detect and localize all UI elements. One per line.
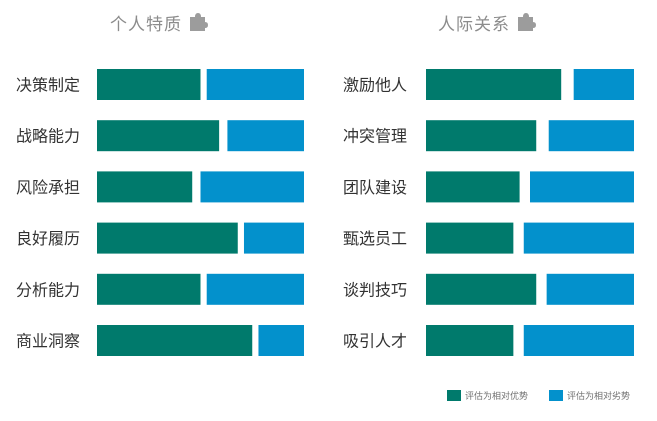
right-category-label: 谈判技巧 [343, 280, 407, 299]
right-bar-weakness [523, 222, 634, 254]
left-bar-weakness [258, 325, 304, 356]
left-bar-strength [97, 69, 201, 100]
left-category-label: 决策制定 [16, 76, 80, 95]
right-category-label: 冲突管理 [343, 127, 407, 146]
legend-weakness: 评估为相对劣势 [549, 389, 630, 402]
right-bar-weakness [548, 120, 634, 152]
puzzle-piece-icon [190, 13, 208, 31]
right-bar-weakness [573, 69, 634, 100]
right-panel-title: 人际关系 [438, 8, 536, 36]
right-category-label: 团队建设 [343, 178, 407, 197]
legend-weakness-swatch [549, 390, 563, 401]
legend-strength-swatch [447, 390, 461, 401]
puzzle-piece-icon [518, 13, 536, 31]
left-panel-title: 个人特质 [110, 8, 208, 36]
legend-strength-label: 评估为相对优势 [465, 392, 529, 402]
left-panel-title-text: 个人特质 [110, 14, 182, 35]
right-category-label: 甄选员工 [343, 229, 407, 248]
left-bar-strength [97, 222, 238, 254]
right-category-label: 激励他人 [343, 76, 407, 95]
right-bar-weakness [546, 273, 634, 305]
legend-strength: 评估为相对优势 [447, 389, 528, 402]
legend-weakness-label: 评估为相对劣势 [567, 392, 631, 402]
left-bar-strength [97, 325, 253, 356]
right-bar-weakness [530, 171, 634, 203]
left-bar-weakness [206, 273, 304, 305]
left-bar-strength [97, 273, 201, 305]
right-bar-strength [426, 69, 562, 100]
right-bar-weakness [523, 325, 634, 356]
left-bar-strength [97, 120, 220, 152]
left-bar-weakness [206, 69, 304, 100]
right-bar-strength [426, 273, 537, 305]
left-bar-weakness [200, 171, 304, 203]
right-bar-strength [426, 325, 514, 356]
left-category-label: 战略能力 [16, 127, 80, 146]
right-bar-strength [426, 222, 514, 254]
left-category-label: 分析能力 [16, 280, 80, 299]
left-category-label: 良好履历 [16, 229, 80, 248]
left-category-label: 风险承担 [16, 178, 80, 197]
left-category-label: 商业洞察 [16, 332, 80, 351]
left-bar-weakness [227, 120, 304, 152]
right-panel-title-text: 人际关系 [438, 14, 510, 35]
right-category-label: 吸引人才 [343, 332, 407, 351]
left-bar-weakness [243, 222, 304, 254]
right-bar-strength [426, 171, 520, 203]
right-bar-strength [426, 120, 537, 152]
left-bar-strength [97, 171, 193, 203]
